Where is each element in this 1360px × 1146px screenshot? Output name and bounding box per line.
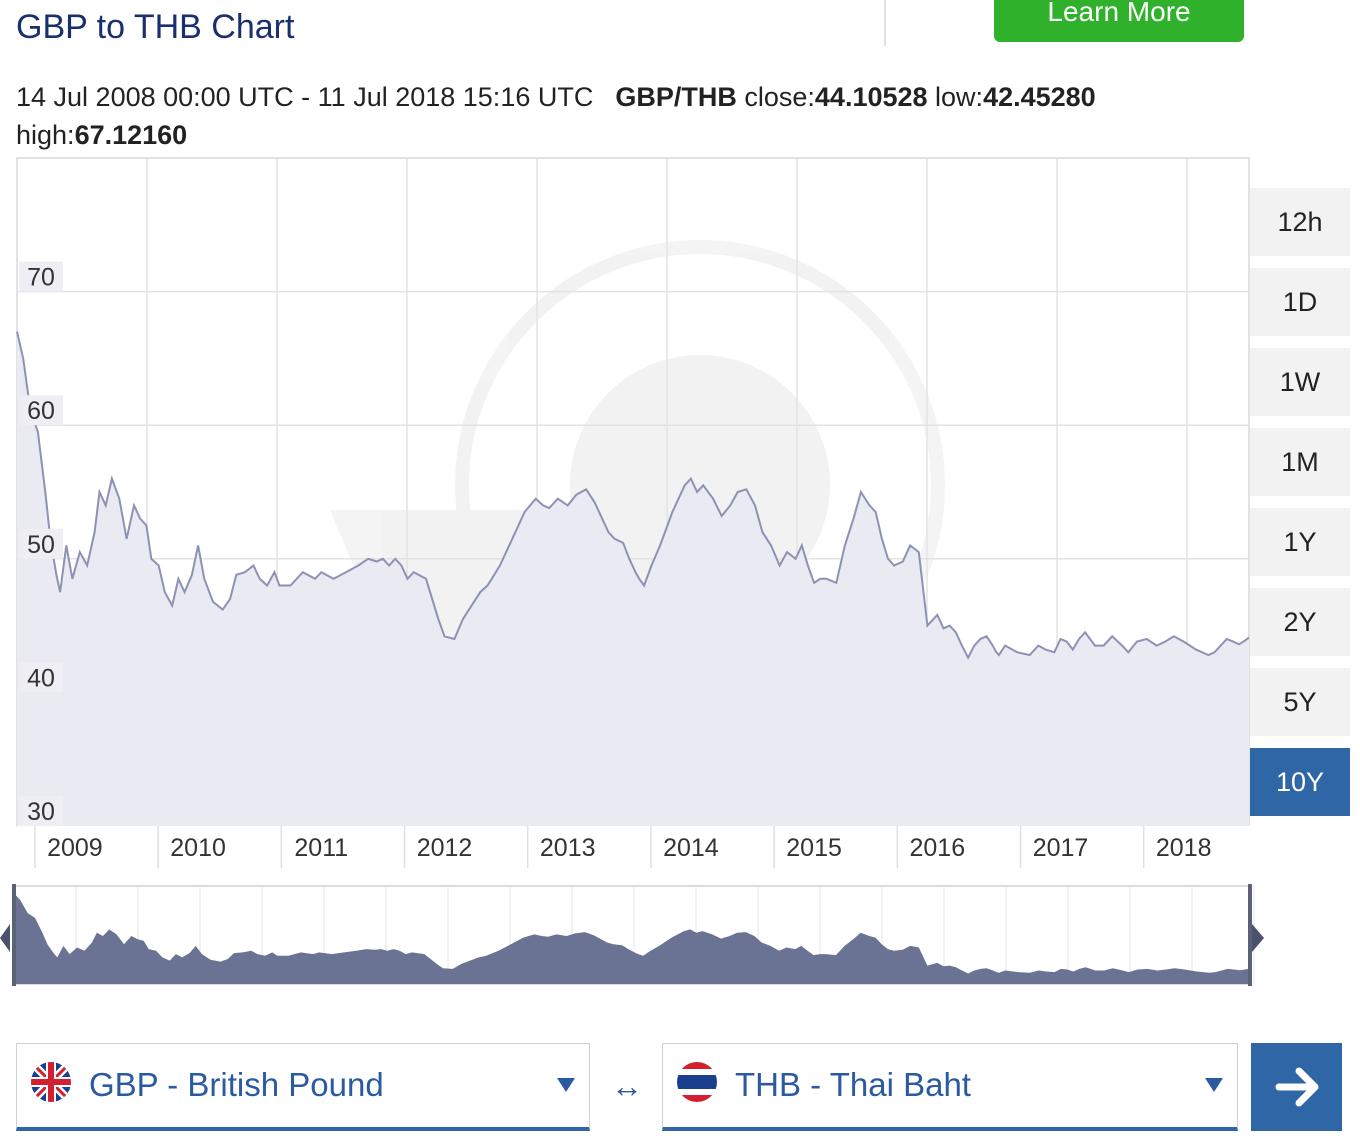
range-button-1m[interactable]: 1M xyxy=(1250,428,1350,496)
header-divider xyxy=(884,0,886,46)
range-button-5y[interactable]: 5Y xyxy=(1250,668,1350,736)
x-tick-label: 2015 xyxy=(786,834,842,862)
date-range: 14 Jul 2008 00:00 UTC - 11 Jul 2018 15:1… xyxy=(16,82,594,112)
svg-text:40: 40 xyxy=(27,664,55,692)
learn-more-button[interactable]: Learn More xyxy=(994,0,1244,42)
page-title: GBP to THB Chart xyxy=(16,8,295,46)
range-button-12h[interactable]: 12h xyxy=(1250,188,1350,256)
y-tick-label: 70 xyxy=(19,261,63,292)
to-currency-select[interactable]: THB - Thai Baht xyxy=(662,1043,1238,1131)
uk-flag-icon xyxy=(31,1062,71,1102)
from-currency-label: GBP - British Pound xyxy=(89,1066,384,1103)
y-tick-label: 60 xyxy=(19,395,63,426)
svg-text:30: 30 xyxy=(27,798,55,826)
low-label: low: xyxy=(935,82,984,112)
x-axis xyxy=(17,826,1261,868)
to-currency-label: THB - Thai Baht xyxy=(735,1066,971,1103)
high-value: 67.12160 xyxy=(74,120,188,150)
currency-pair: GBP/THB xyxy=(615,82,737,112)
x-tick-label: 2014 xyxy=(663,834,719,862)
from-currency-select[interactable]: GBP - British Pound xyxy=(16,1043,590,1131)
range-button-10y[interactable]: 10Y xyxy=(1250,748,1350,816)
swap-currencies-icon[interactable]: ↔ xyxy=(611,1068,643,1104)
navigator-series-area xyxy=(14,893,1250,984)
navigator-chart[interactable] xyxy=(0,880,1272,990)
arrow-right-icon xyxy=(1275,1067,1319,1107)
series-line xyxy=(16,331,1250,660)
range-button-1y[interactable]: 1Y xyxy=(1250,508,1350,576)
chevron-down-icon xyxy=(1205,1078,1223,1092)
high-label: high: xyxy=(16,120,75,150)
range-button-1d[interactable]: 1D xyxy=(1250,268,1350,336)
navigator-left-arrow-icon xyxy=(0,924,10,952)
x-tick-label: 2009 xyxy=(47,834,103,862)
range-button-1w[interactable]: 1W xyxy=(1250,348,1350,416)
series-area xyxy=(17,331,1249,826)
convert-go-button[interactable] xyxy=(1251,1043,1342,1131)
thailand-flag-icon xyxy=(677,1062,717,1102)
chart-info: 14 Jul 2008 00:00 UTC - 11 Jul 2018 15:1… xyxy=(16,78,1266,154)
chevron-down-icon xyxy=(557,1078,575,1092)
close-value: 44.10528 xyxy=(814,82,928,112)
navigator-right-arrow-icon xyxy=(1252,924,1264,952)
low-value: 42.45280 xyxy=(983,82,1096,112)
svg-text:50: 50 xyxy=(27,531,55,559)
main-chart[interactable]: 30 40 50 60 70 2009 2010 2011 2012 2013 2014 2015 20… xyxy=(0,150,1272,870)
range-button-2y[interactable]: 2Y xyxy=(1250,588,1350,656)
x-tick-label: 2017 xyxy=(1033,834,1089,862)
close-label: close: xyxy=(744,82,815,112)
x-tick-label: 2018 xyxy=(1156,834,1212,862)
x-tick-label: 2010 xyxy=(170,834,226,862)
svg-text:60: 60 xyxy=(27,397,55,425)
x-tick-label: 2013 xyxy=(540,834,596,862)
x-tick-label: 2011 xyxy=(294,834,348,862)
navigator-handle-right xyxy=(1248,884,1252,986)
y-tick-label: 40 xyxy=(19,662,63,693)
x-tick-label: 2016 xyxy=(909,834,965,862)
y-tick-label: 50 xyxy=(19,528,63,559)
svg-text:70: 70 xyxy=(27,264,55,292)
y-tick-label: 30 xyxy=(19,796,63,826)
x-tick-label: 2012 xyxy=(417,834,473,862)
navigator-handle-left xyxy=(12,884,16,986)
